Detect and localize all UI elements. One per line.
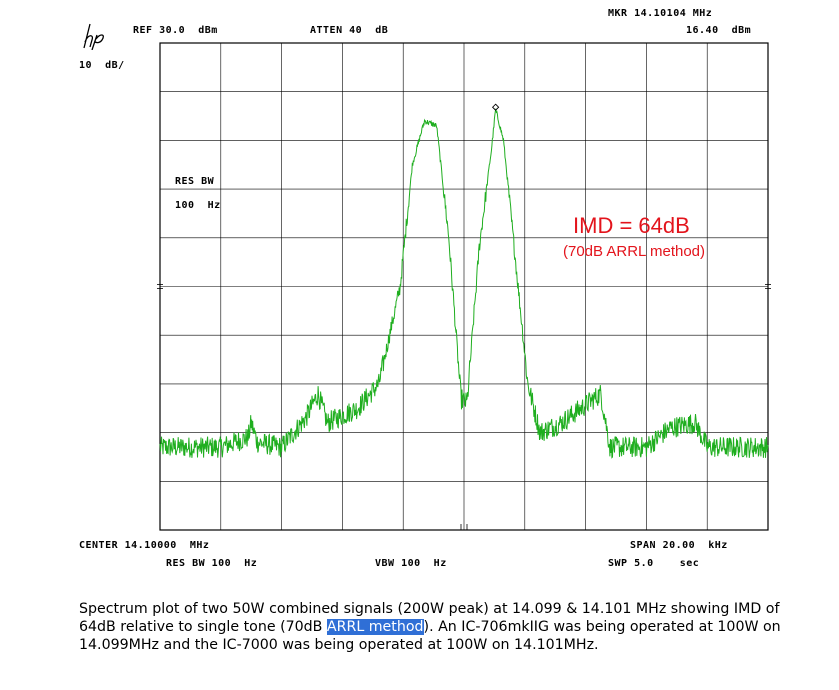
attenuation: ATTEN 40 dB — [310, 25, 389, 36]
center-ticks — [157, 284, 771, 530]
sweep-time: SWP 5.0 sec — [608, 558, 700, 569]
marker-frequency: MKR 14.10104 MHz — [608, 8, 713, 19]
res-bw-value: 100 Hz — [175, 200, 221, 211]
caption: Spectrum plot of two 50W combined signal… — [79, 600, 799, 654]
marker-level: 16.40 dBm — [686, 25, 752, 36]
scale-per-div: 10 dB/ — [79, 60, 125, 71]
res-bw-footer: RES BW 100 Hz — [166, 558, 258, 569]
spectrum-plot — [157, 42, 771, 531]
plot-grid — [160, 43, 768, 530]
spectrum-trace — [159, 108, 769, 459]
caption-part1: Spectrum plot of two 50W combined signal… — [79, 601, 780, 635]
center-frequency: CENTER 14.10000 MHz — [79, 540, 210, 551]
res-bw-label: RES BW — [175, 176, 215, 187]
caption-highlight: ARRL method — [326, 619, 424, 635]
span: SPAN 20.00 kHz — [630, 540, 728, 551]
arrl-annotation: (70dB ARRL method) — [563, 243, 706, 260]
vbw: VBW 100 Hz — [375, 558, 447, 569]
ref-level: REF 30.0 dBm — [133, 25, 218, 36]
imd-annotation: IMD = 64dB — [573, 213, 690, 238]
marker-diamond — [491, 103, 500, 111]
caption-part2: ). An IC-706mkIIG was being operated at … — [79, 619, 781, 653]
hp-logo — [83, 23, 104, 50]
